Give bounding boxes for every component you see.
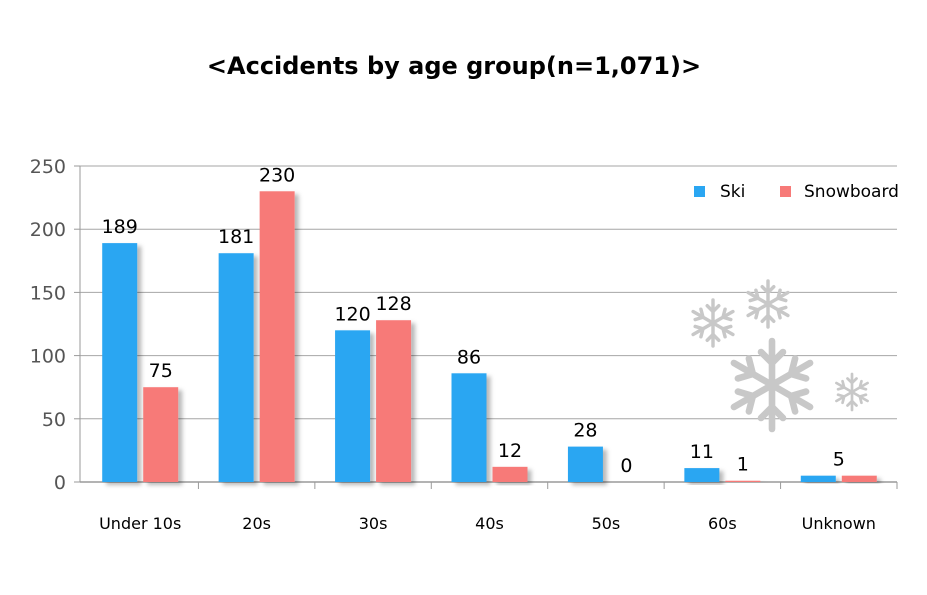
- data-label: 75: [149, 360, 173, 382]
- bar-ski-20s: [218, 253, 254, 482]
- legend: Ski Snowboard: [694, 182, 899, 202]
- data-label: 120: [334, 303, 370, 325]
- bar-snowboard-30s: [376, 320, 412, 482]
- x-tick-label: 50s: [592, 514, 621, 533]
- y-axis: 0 50 100 150 200 250: [30, 156, 66, 494]
- y-tick-label: 50: [42, 409, 66, 431]
- data-label: 12: [498, 440, 522, 462]
- bar-ski-under-10s: [102, 243, 138, 482]
- data-label: 28: [573, 420, 597, 442]
- x-tick-label: 40s: [475, 514, 504, 533]
- x-tick-label: 20s: [242, 514, 271, 533]
- data-label: 0: [620, 455, 632, 477]
- bar-snowboard-20s: [259, 191, 295, 482]
- legend-swatch-snowboard: [780, 186, 791, 197]
- x-tick-label: 30s: [359, 514, 388, 533]
- chart-title: <Accidents by age group(n=1,071)>: [207, 52, 701, 80]
- legend-label-snowboard: Snowboard: [804, 182, 899, 202]
- data-label: 230: [259, 164, 295, 186]
- data-label: 1: [737, 454, 749, 476]
- y-tick-label: 0: [54, 472, 66, 494]
- bar-snowboard-unknown: [841, 475, 877, 482]
- data-label: 181: [218, 226, 254, 248]
- y-tick-label: 100: [30, 346, 66, 368]
- x-tick-label: 60s: [708, 514, 737, 533]
- y-tick-label: 150: [30, 282, 66, 304]
- bar-ski-40s: [451, 373, 487, 482]
- data-label: 11: [690, 441, 714, 463]
- x-axis: Under 10s 20s 30s 40s 50s 60s Unknown: [99, 482, 898, 533]
- bar-ski-60s: [684, 468, 720, 482]
- y-tick-label: 200: [30, 219, 66, 241]
- snowflake-decoration: [691, 279, 869, 429]
- data-label: 128: [375, 293, 411, 315]
- bar-ski-30s: [335, 330, 371, 482]
- data-label: 86: [457, 346, 481, 368]
- bar-snowboard-60s: [725, 480, 761, 482]
- data-label: 189: [102, 216, 138, 238]
- bar-snowboard-under-10s: [143, 387, 179, 482]
- bar-snowboard-40s: [492, 466, 528, 482]
- grid: [74, 165, 897, 483]
- bar-ski-50s: [567, 446, 603, 482]
- y-tick-label: 250: [30, 156, 66, 178]
- bars: [102, 191, 877, 482]
- legend-swatch-ski: [694, 186, 705, 197]
- legend-label-ski: Ski: [720, 182, 745, 202]
- x-tick-label: Unknown: [802, 514, 876, 533]
- x-tick-label: Under 10s: [99, 514, 181, 533]
- bar-ski-unknown: [800, 475, 836, 482]
- data-label: 5: [833, 449, 845, 471]
